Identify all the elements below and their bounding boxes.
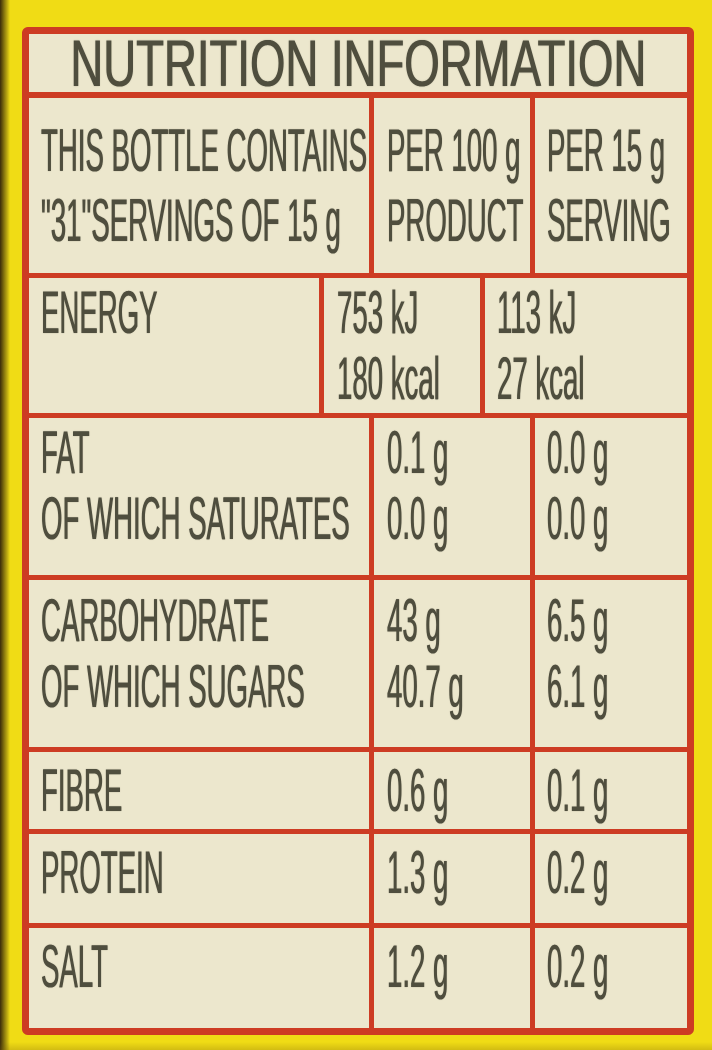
table-title-row: NUTRITION INFORMATION	[29, 34, 687, 98]
value-line: 753 kJ	[336, 279, 419, 346]
nutrient-row-protein: PROTEIN 1.3 g 0.2 g	[29, 829, 687, 923]
value-per-15g: 6.5 g 6.1 g	[535, 580, 687, 747]
header-per100-line2: PRODUCT	[387, 186, 524, 254]
value-line: 1.2 g	[387, 933, 449, 1000]
value-line: 180 kcal	[336, 345, 440, 412]
nutrient-name: CARBOHYDRATE OF WHICH SUGARS	[29, 580, 374, 747]
nutrient-name-line: OF WHICH SATURATES	[41, 485, 350, 552]
value-line: 40.7 g	[387, 653, 464, 720]
value-per-100g: 0.1 g 0.0 g	[374, 418, 535, 575]
nutrient-name-line: FIBRE	[41, 757, 123, 824]
nutrient-name-line: PROTEIN	[41, 839, 164, 906]
nutrition-information-table: NUTRITION INFORMATION THIS BOTTLE CONTAI…	[22, 27, 694, 1035]
value-line: 0.0 g	[547, 485, 609, 552]
value-line: 113 kJ	[496, 279, 577, 346]
value-line: 0.2 g	[547, 839, 609, 906]
nutrient-name-line: FAT	[41, 419, 90, 486]
value-per-100g: 1.3 g	[374, 834, 535, 923]
header-per15-line1: PER 15 g	[547, 116, 666, 184]
nutrient-name: FIBRE	[29, 752, 374, 829]
value-per-100g: 753 kJ 180 kcal	[324, 278, 485, 413]
header-per100-line1: PER 100 g	[387, 116, 521, 184]
nutrient-name: SALT	[29, 928, 374, 1028]
nutrient-name-line: CARBOHYDRATE	[41, 587, 269, 654]
header-cell-per-100g: PER 100 g PRODUCT	[374, 98, 535, 273]
nutrient-row-salt: SALT 1.2 g 0.2 g	[29, 923, 687, 1028]
value-line: 0.6 g	[387, 757, 449, 824]
nutrient-row-carbohydrate: CARBOHYDRATE OF WHICH SUGARS 43 g 40.7 g…	[29, 575, 687, 747]
nutrient-name-line: OF WHICH SUGARS	[41, 653, 305, 720]
value-per-15g: 0.0 g 0.0 g	[535, 418, 687, 575]
nutrient-name-line: ENERGY	[41, 279, 158, 346]
value-per-100g: 0.6 g	[374, 752, 535, 829]
value-line: 6.1 g	[547, 653, 609, 720]
value-per-100g: 43 g 40.7 g	[374, 580, 535, 747]
value-line: 0.1 g	[387, 419, 449, 486]
table-title: NUTRITION INFORMATION	[70, 34, 646, 98]
nutrient-row-energy: ENERGY 753 kJ 180 kcal 113 kJ 27 kcal	[29, 273, 687, 413]
header-per15-line2: SERVING	[547, 186, 671, 254]
value-line: 6.5 g	[547, 587, 609, 654]
value-line: 0.2 g	[547, 933, 609, 1000]
photo-bottom-edge-shadow	[0, 1042, 712, 1050]
nutrient-name: FAT OF WHICH SATURATES	[29, 418, 374, 575]
value-line: 0.0 g	[387, 485, 449, 552]
header-row: THIS BOTTLE CONTAINS "31"SERVINGS OF 15 …	[29, 98, 687, 273]
value-per-15g: 0.1 g	[535, 752, 687, 829]
header-cell-description: THIS BOTTLE CONTAINS "31"SERVINGS OF 15 …	[29, 98, 374, 273]
nutrient-name-line: SALT	[41, 933, 108, 1000]
header-description-line1: THIS BOTTLE CONTAINS	[41, 116, 368, 184]
value-per-15g: 0.2 g	[535, 834, 687, 923]
value-line: 43 g	[387, 587, 441, 654]
nutrient-name: PROTEIN	[29, 834, 374, 923]
value-per-15g: 0.2 g	[535, 928, 687, 1028]
value-per-15g: 113 kJ 27 kcal	[485, 278, 687, 413]
nutrient-row-fat: FAT OF WHICH SATURATES 0.1 g 0.0 g 0.0 g…	[29, 413, 687, 575]
nutrient-name: ENERGY	[29, 278, 324, 413]
value-line: 1.3 g	[387, 839, 449, 906]
value-per-100g: 1.2 g	[374, 928, 535, 1028]
header-cell-per-15g: PER 15 g SERVING	[535, 98, 712, 273]
value-line: 27 kcal	[496, 345, 585, 412]
photo-left-edge-shadow	[0, 0, 10, 1050]
value-line: 0.1 g	[547, 757, 609, 824]
value-line: 0.0 g	[547, 419, 609, 486]
header-description-line2: "31"SERVINGS OF 15 g	[41, 186, 341, 254]
nutrient-row-fibre: FIBRE 0.6 g 0.1 g	[29, 747, 687, 829]
